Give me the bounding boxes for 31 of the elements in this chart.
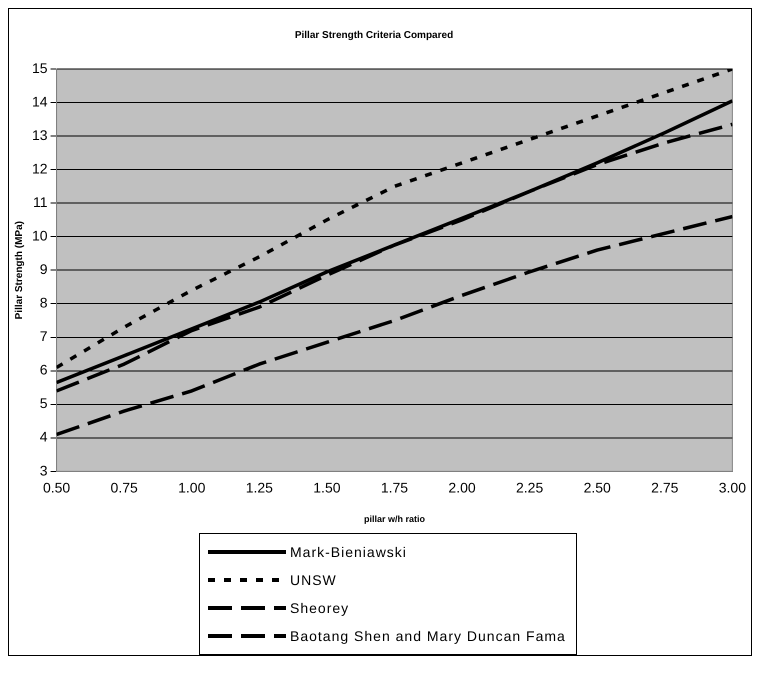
y-tick-label: 10	[32, 228, 48, 244]
legend-label: UNSW	[290, 572, 337, 588]
y-tick-label: 6	[40, 362, 48, 378]
x-tick-label: 2.25	[516, 480, 544, 496]
legend-label: Mark-Bieniawski	[290, 544, 407, 560]
x-tick-label: 1.00	[178, 480, 206, 496]
x-tick-label: 3.00	[718, 480, 746, 496]
y-axis-title: Pillar Strength (MPa)	[14, 221, 25, 320]
x-tick-label: 1.25	[246, 480, 274, 496]
y-tick-label: 7	[40, 328, 48, 344]
x-tick-label: 1.50	[313, 480, 341, 496]
legend-label: Sheorey	[290, 600, 350, 616]
legend-label: Baotang Shen and Mary Duncan Fama	[290, 628, 566, 644]
y-tick-label: 5	[40, 395, 48, 412]
y-tick-label: 9	[40, 261, 48, 278]
chart-title: Pillar Strength Criteria Compared	[294, 30, 454, 41]
y-tick-label: 14	[32, 93, 48, 110]
y-tick-label: 4	[40, 428, 48, 445]
y-tick-label: 11	[33, 194, 48, 210]
x-tick-label: 2.50	[584, 480, 612, 496]
y-tick-label: 8	[40, 294, 48, 311]
x-tick-label: 0.75	[110, 480, 138, 496]
x-axis-title: pillar w/h ratio	[364, 514, 426, 524]
y-tick-label: 3	[40, 462, 48, 478]
x-tick-label: 2.00	[448, 480, 476, 496]
x-tick-label: 1.75	[380, 480, 408, 496]
y-tick-label: 15	[32, 60, 48, 76]
x-tick-label: 0.50	[42, 480, 70, 496]
y-tick-label: 12	[32, 160, 48, 176]
y-tick-label: 13	[32, 126, 48, 143]
x-tick-label: 2.75	[651, 480, 679, 496]
